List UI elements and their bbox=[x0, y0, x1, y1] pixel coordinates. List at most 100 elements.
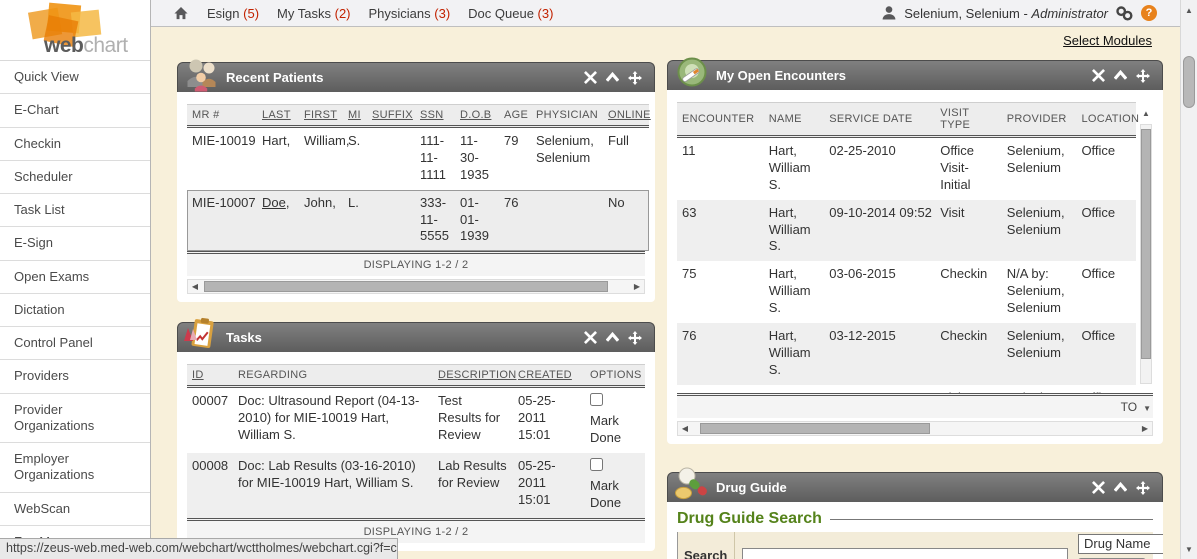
scrollbar-thumb[interactable] bbox=[204, 281, 608, 293]
col-mi[interactable]: MI bbox=[343, 104, 367, 127]
nav-my-tasks[interactable]: My Tasks (2) bbox=[277, 5, 351, 21]
col-options: OPTIONS bbox=[585, 364, 645, 387]
collapse-icon[interactable] bbox=[606, 71, 619, 84]
nav-doc-queue[interactable]: Doc Queue (3) bbox=[468, 5, 554, 21]
open-encounters-title: My Open Encounters bbox=[716, 68, 847, 83]
col-created[interactable]: CREATED bbox=[513, 364, 585, 387]
col-physician: PHYSICIAN bbox=[531, 104, 603, 127]
scroll-right-icon[interactable]: ▶ bbox=[633, 282, 641, 292]
recent-patients-paging: DISPLAYING 1-2 / 2 bbox=[187, 251, 645, 277]
encounter-row[interactable]: 11 Hart, William S. 02-25-2010 Office Visi… bbox=[682, 143, 1116, 192]
link-icon[interactable] bbox=[1115, 5, 1134, 21]
mark-done-checkbox[interactable] bbox=[590, 393, 603, 407]
open-encounters-icon bbox=[677, 57, 707, 87]
patient-name-link[interactable]: Doe bbox=[262, 194, 286, 210]
collapse-icon[interactable] bbox=[1114, 69, 1127, 82]
encounter-row[interactable]: 76 Hart, William S. 03-12-2015 Checkin Sel… bbox=[677, 323, 1136, 385]
sidebar-item-dictation[interactable]: Dictation bbox=[0, 294, 150, 327]
sidebar-item-webscan[interactable]: WebScan bbox=[0, 493, 150, 526]
encounter-row[interactable]: 63 Hart, William S. 09-10-2014 09:52 Visit… bbox=[677, 199, 1136, 262]
drug-name-select[interactable]: Drug Name bbox=[1078, 534, 1163, 554]
col-location[interactable]: LOCATION bbox=[1076, 102, 1139, 137]
drug-guide-search-heading: Drug Guide Search bbox=[677, 510, 822, 527]
scrollbar-thumb[interactable] bbox=[700, 423, 930, 434]
select-modules-link[interactable]: Select Modules bbox=[1063, 33, 1152, 48]
sidebar-item-control-panel[interactable]: Control Panel bbox=[0, 327, 150, 361]
encounters-hscrollbar[interactable]: ◀ ▶ bbox=[677, 421, 1153, 436]
sidebar-item-quick-view[interactable]: Quick View bbox=[0, 61, 150, 95]
nav-esign[interactable]: Esign (5) bbox=[207, 5, 260, 21]
scrollbar-thumb[interactable] bbox=[1141, 129, 1151, 359]
move-icon[interactable] bbox=[1136, 68, 1150, 83]
collapse-icon[interactable] bbox=[606, 331, 619, 344]
encounters-vscrollbar[interactable] bbox=[1140, 124, 1152, 384]
scroll-up-icon[interactable]: ▲ bbox=[1142, 108, 1150, 118]
tasks-title: Tasks bbox=[226, 330, 262, 346]
sidebar-item-task-list[interactable]: Task List bbox=[0, 194, 150, 228]
mark-done-label: Mark Done bbox=[590, 477, 622, 510]
col-provider[interactable]: PROVIDER bbox=[1001, 102, 1077, 137]
sidebar-item-scheduler[interactable]: Scheduler bbox=[0, 161, 150, 194]
webchart-logo: webchart bbox=[0, 0, 150, 60]
sidebar-item-employer-organizations[interactable]: Employer Organizations bbox=[0, 443, 150, 493]
recent-patients-panel: Recent Patients MR # LAST FIRST MI SUFFI… bbox=[177, 59, 655, 303]
move-icon[interactable] bbox=[1136, 480, 1150, 495]
patient-row[interactable]: MIE-10019 Hart, William, S. 111-11-1111 … bbox=[192, 133, 629, 182]
mark-done-checkbox[interactable] bbox=[590, 458, 603, 472]
sidebar-item-checkin[interactable]: Checkin bbox=[0, 128, 150, 161]
logo-web-text: web bbox=[44, 34, 84, 57]
col-first[interactable]: FIRST bbox=[299, 104, 343, 127]
col-last[interactable]: LAST bbox=[257, 104, 299, 127]
col-description[interactable]: DESCRIPTION bbox=[433, 364, 516, 387]
scroll-right-icon[interactable]: ▶ bbox=[1141, 424, 1149, 433]
col-visit-type[interactable]: VISIT TYPE bbox=[935, 102, 1002, 137]
sidebar-menu: Quick View E-Chart Checkin Scheduler Tas… bbox=[0, 60, 150, 559]
scroll-left-icon[interactable]: ◀ bbox=[681, 424, 689, 433]
logo-squares-icon bbox=[27, 2, 102, 47]
scroll-down-icon[interactable]: ▼ bbox=[1143, 404, 1151, 413]
col-ssn[interactable]: SSN bbox=[415, 104, 455, 127]
scroll-up-icon[interactable]: ▲ bbox=[1185, 5, 1193, 15]
collapse-icon[interactable] bbox=[1114, 481, 1127, 494]
scroll-down-icon[interactable]: ▼ bbox=[1185, 544, 1193, 554]
encounter-row[interactable]: 75 Hart, William S. 03-06-2015 Checkin N/A… bbox=[682, 266, 1116, 316]
col-id[interactable]: ID bbox=[187, 364, 233, 387]
current-user: Selenium, Selenium - Administrator bbox=[904, 5, 1108, 21]
scroll-left-icon[interactable]: ◀ bbox=[191, 282, 199, 292]
help-icon[interactable]: ? bbox=[1141, 5, 1157, 21]
open-encounters-panel: My Open Encounters ENCOUNTER NAME SERVIC… bbox=[667, 57, 1163, 444]
sidebar-item-providers[interactable]: Providers bbox=[0, 360, 150, 394]
close-icon[interactable] bbox=[1092, 481, 1105, 494]
col-suffix[interactable]: SUFFIX bbox=[367, 104, 415, 127]
drug-search-input[interactable] bbox=[742, 548, 1068, 559]
col-dob[interactable]: D.O.B bbox=[455, 104, 499, 127]
left-sidebar-region: webchart Quick View E-Chart Checkin Sche… bbox=[0, 0, 151, 559]
task-row[interactable]: 00007 Doc: Ultrasound Report (04-13-2010… bbox=[187, 387, 645, 453]
encounter-row[interactable]: 82Hart, William S. 04-17-2015 12:20Visit… bbox=[677, 385, 1136, 393]
recent-patients-header: Recent Patients bbox=[177, 59, 655, 92]
page-vscrollbar[interactable]: ▲ ▼ bbox=[1180, 0, 1197, 559]
sidebar-item-e-sign[interactable]: E-Sign bbox=[0, 227, 150, 261]
close-icon[interactable] bbox=[1092, 69, 1105, 82]
sidebar-item-e-chart[interactable]: E-Chart bbox=[0, 94, 150, 128]
home-icon[interactable] bbox=[173, 6, 189, 21]
task-row[interactable]: 00008 Doc: Lab Results (03-16-2010) for … bbox=[187, 453, 645, 518]
col-encounter[interactable]: ENCOUNTER bbox=[677, 102, 764, 137]
col-service-date[interactable]: SERVICE DATE bbox=[824, 102, 936, 137]
nav-physicians[interactable]: Physicians (3) bbox=[368, 5, 451, 21]
move-icon[interactable] bbox=[628, 70, 642, 85]
col-age: AGE bbox=[499, 104, 531, 127]
scrollbar-thumb[interactable] bbox=[1183, 56, 1195, 108]
mark-done-label: Mark Done bbox=[590, 413, 622, 446]
sidebar-item-provider-organizations[interactable]: Provider Organizations bbox=[0, 394, 150, 443]
col-online[interactable]: ONLINE bbox=[603, 104, 650, 127]
patient-row[interactable]: MIE-10007 Doe, John, L. 333-11-5555 01-0… bbox=[187, 189, 649, 252]
move-icon[interactable] bbox=[628, 330, 642, 345]
tasks-table: ID REGARDING DESCRIPTION CREATED OPTIONS… bbox=[187, 364, 645, 518]
recent-patients-hscrollbar[interactable]: ◀ ▶ bbox=[187, 279, 645, 295]
sidebar-item-open-exams[interactable]: Open Exams bbox=[0, 261, 150, 294]
col-name[interactable]: NAME bbox=[763, 102, 825, 137]
status-url-tooltip: https://zeus-web.med-web.com/webchart/wc… bbox=[0, 538, 398, 559]
close-icon[interactable] bbox=[584, 71, 597, 84]
close-icon[interactable] bbox=[584, 331, 597, 345]
